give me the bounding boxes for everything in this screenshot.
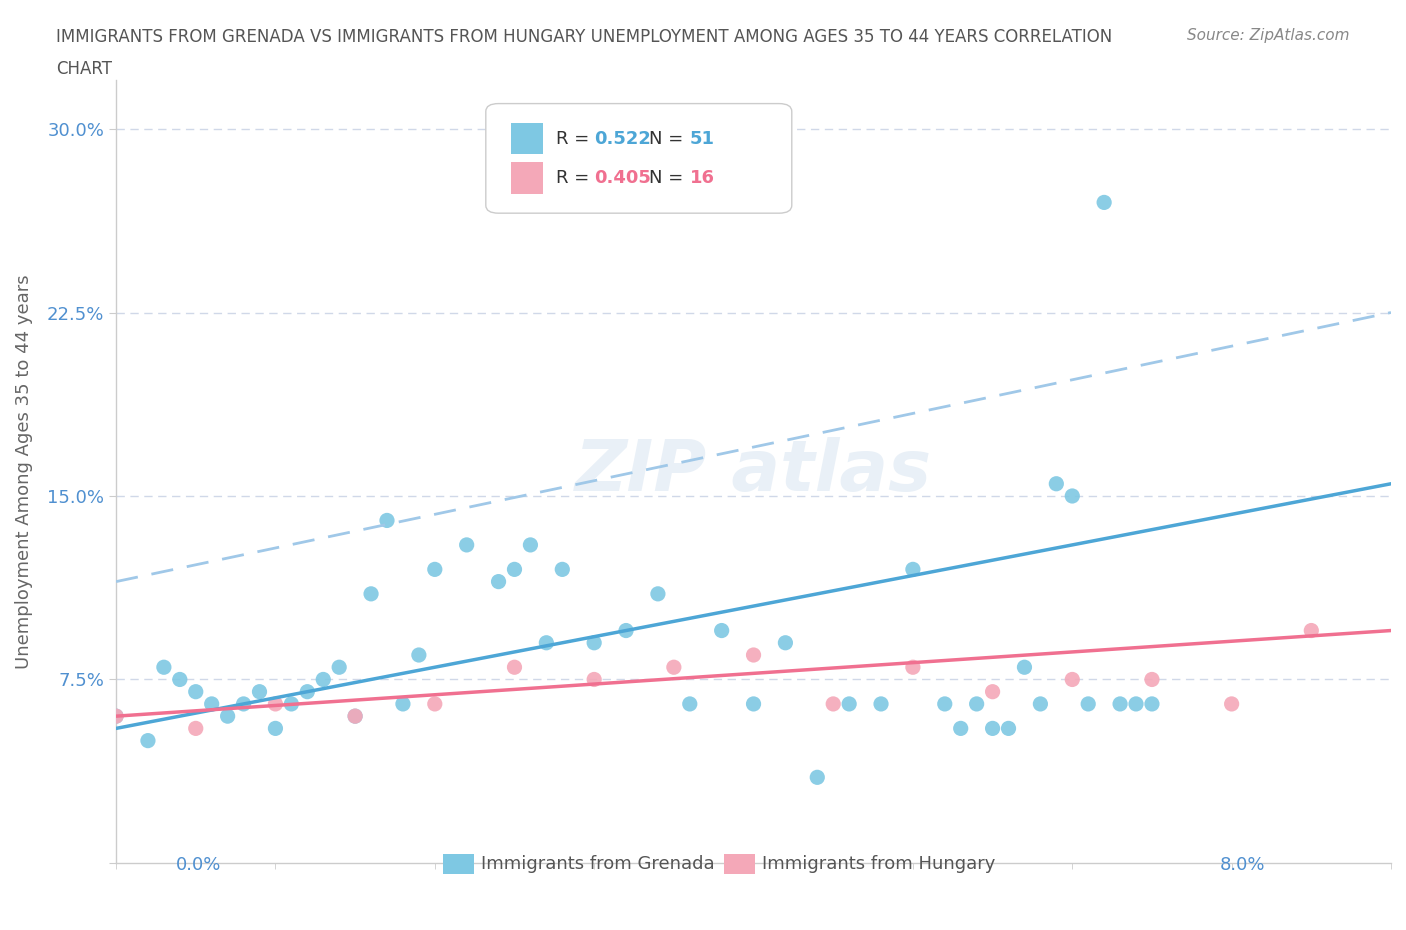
Point bbox=[934, 697, 956, 711]
Point bbox=[1062, 488, 1084, 503]
Point bbox=[949, 721, 972, 736]
FancyBboxPatch shape bbox=[512, 123, 543, 154]
Text: Immigrants from Hungary: Immigrants from Hungary bbox=[762, 855, 995, 873]
Point bbox=[328, 659, 350, 674]
Text: ZIP atlas: ZIP atlas bbox=[575, 437, 932, 506]
Point bbox=[169, 672, 191, 687]
Point bbox=[1140, 672, 1163, 687]
Point bbox=[264, 697, 287, 711]
Point bbox=[1301, 623, 1323, 638]
Point bbox=[344, 709, 367, 724]
Point bbox=[775, 635, 797, 650]
Point bbox=[583, 672, 606, 687]
Point bbox=[551, 562, 574, 577]
Point bbox=[312, 672, 335, 687]
Point bbox=[519, 538, 541, 552]
Point bbox=[232, 697, 254, 711]
Point bbox=[662, 659, 685, 674]
Point bbox=[423, 697, 446, 711]
FancyBboxPatch shape bbox=[512, 163, 543, 193]
Text: Immigrants from Grenada: Immigrants from Grenada bbox=[481, 855, 714, 873]
Point bbox=[742, 697, 765, 711]
Text: CHART: CHART bbox=[56, 60, 112, 78]
Point bbox=[901, 562, 924, 577]
FancyBboxPatch shape bbox=[486, 103, 792, 213]
Point bbox=[823, 697, 845, 711]
Point bbox=[614, 623, 637, 638]
Point bbox=[1125, 697, 1147, 711]
Point bbox=[1220, 697, 1243, 711]
Text: R =: R = bbox=[555, 169, 595, 187]
Point bbox=[297, 684, 319, 699]
Point bbox=[344, 709, 367, 724]
Point bbox=[184, 721, 207, 736]
Text: N =: N = bbox=[650, 130, 689, 148]
Text: R =: R = bbox=[555, 130, 595, 148]
Point bbox=[1029, 697, 1052, 711]
Text: 8.0%: 8.0% bbox=[1220, 856, 1265, 873]
Point bbox=[742, 647, 765, 662]
Point bbox=[456, 538, 478, 552]
Text: 0.522: 0.522 bbox=[595, 130, 651, 148]
Text: 0.0%: 0.0% bbox=[176, 856, 221, 873]
Point bbox=[503, 562, 526, 577]
Point bbox=[249, 684, 271, 699]
Point bbox=[488, 574, 510, 589]
Point bbox=[1014, 659, 1036, 674]
Point bbox=[838, 697, 860, 711]
Point bbox=[105, 709, 128, 724]
Text: 16: 16 bbox=[690, 169, 714, 187]
Point bbox=[423, 562, 446, 577]
Point bbox=[1140, 697, 1163, 711]
Text: IMMIGRANTS FROM GRENADA VS IMMIGRANTS FROM HUNGARY UNEMPLOYMENT AMONG AGES 35 TO: IMMIGRANTS FROM GRENADA VS IMMIGRANTS FR… bbox=[56, 28, 1112, 46]
Point bbox=[901, 659, 924, 674]
Point bbox=[1077, 697, 1099, 711]
Point bbox=[1045, 476, 1067, 491]
Text: N =: N = bbox=[650, 169, 689, 187]
Point bbox=[201, 697, 224, 711]
Point bbox=[136, 733, 159, 748]
Point bbox=[153, 659, 176, 674]
Point bbox=[583, 635, 606, 650]
Point bbox=[360, 587, 382, 602]
Point bbox=[217, 709, 239, 724]
Point bbox=[264, 721, 287, 736]
Point bbox=[503, 659, 526, 674]
Point bbox=[1092, 195, 1115, 210]
Text: Source: ZipAtlas.com: Source: ZipAtlas.com bbox=[1187, 28, 1350, 43]
Point bbox=[981, 721, 1004, 736]
Point bbox=[870, 697, 893, 711]
Text: 0.405: 0.405 bbox=[595, 169, 651, 187]
Point bbox=[997, 721, 1019, 736]
Point bbox=[105, 709, 128, 724]
Point bbox=[1062, 672, 1084, 687]
Point bbox=[679, 697, 702, 711]
Point bbox=[184, 684, 207, 699]
Point bbox=[392, 697, 415, 711]
Point bbox=[408, 647, 430, 662]
Point bbox=[280, 697, 302, 711]
Point bbox=[647, 587, 669, 602]
Point bbox=[375, 513, 398, 528]
Y-axis label: Unemployment Among Ages 35 to 44 years: Unemployment Among Ages 35 to 44 years bbox=[15, 274, 32, 669]
Text: 51: 51 bbox=[690, 130, 714, 148]
Point bbox=[966, 697, 988, 711]
Point bbox=[981, 684, 1004, 699]
Point bbox=[710, 623, 733, 638]
Point bbox=[806, 770, 828, 785]
Point bbox=[1109, 697, 1132, 711]
Point bbox=[536, 635, 558, 650]
